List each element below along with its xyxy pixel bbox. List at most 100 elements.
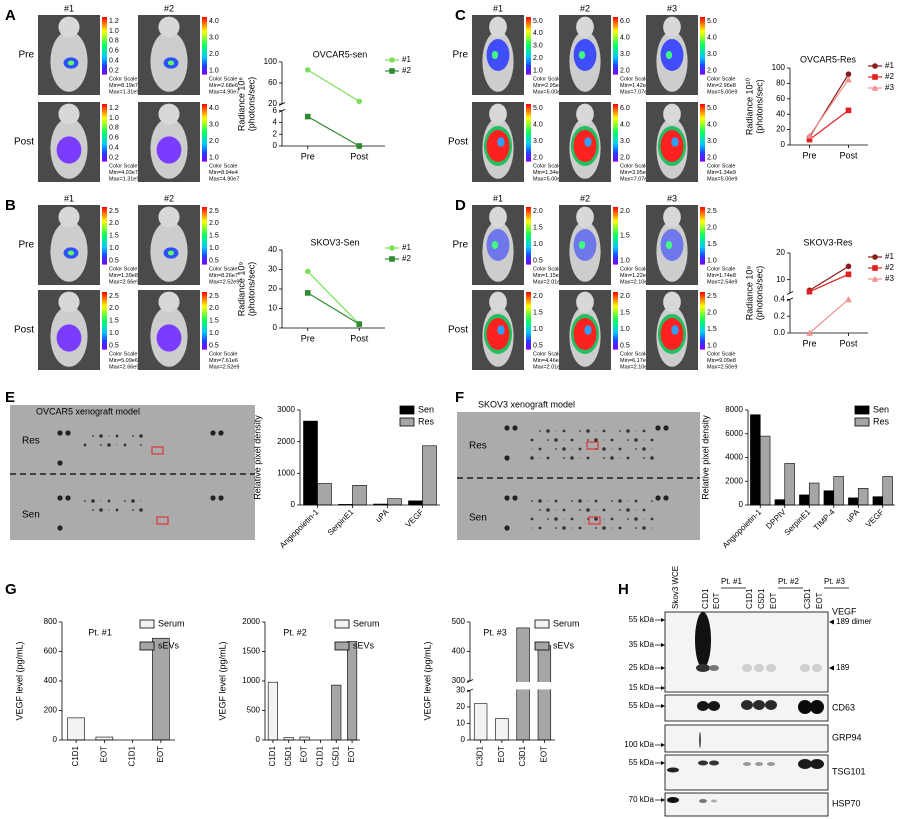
color-bar-tick: 3.0: [620, 138, 630, 145]
data-point: [806, 288, 813, 295]
band: [699, 799, 707, 803]
protein-label: VEGF: [832, 606, 857, 616]
x-tick-label: DPPIV: [764, 507, 788, 531]
color-scale-text: Min=1.34e9: [533, 170, 562, 176]
chart-title: Pt. #3: [483, 627, 507, 637]
color-scale-text: Max=1.31e9: [109, 89, 139, 95]
band: [743, 762, 751, 766]
signal: [486, 130, 510, 162]
protein-label: CD63: [832, 702, 855, 712]
band: [709, 665, 719, 671]
color-bar-tick: 2.5: [109, 208, 119, 215]
y-tick-label: 20: [776, 125, 785, 134]
color-bar: [202, 207, 207, 265]
column-label: #1: [493, 193, 503, 203]
y-tick-label: 1000: [242, 676, 260, 685]
y-axis-label: Radiance 10⁶: [236, 77, 246, 132]
x-tick-label: Post: [839, 338, 858, 348]
marker-label: 35 kDa: [629, 640, 655, 649]
spot: [603, 457, 605, 459]
array-image: [457, 412, 700, 540]
spot: [651, 500, 653, 502]
color-bar-tick: 2.5: [209, 208, 219, 215]
chart-title: Pt. #2: [283, 627, 307, 637]
y-tick-label: 10: [776, 275, 785, 284]
spot: [210, 495, 216, 501]
mouse-head: [58, 16, 80, 38]
marker-label: 100 kDa: [624, 740, 654, 749]
row-label: Post: [448, 325, 468, 336]
spot: [650, 517, 654, 521]
data-point: [806, 136, 813, 143]
spot: [595, 527, 597, 529]
x-tick-label: C3D1: [518, 745, 527, 766]
axis-break: [464, 682, 555, 690]
signal: [156, 324, 182, 352]
data-point: [304, 67, 311, 73]
blot-strip: [664, 754, 829, 791]
band: [667, 797, 679, 803]
band: [767, 762, 775, 766]
y-tick-label: 30: [268, 265, 277, 274]
signal: [671, 325, 679, 335]
color-scale-text: Min=4.03e7: [109, 170, 138, 176]
band: [798, 759, 812, 769]
signal: [665, 51, 673, 59]
legend-label: Res: [418, 416, 435, 426]
y-tick-label: 1000: [277, 468, 295, 477]
highlight-box: [588, 516, 601, 525]
signal: [486, 318, 510, 350]
color-scale-text: Min=6.17e8: [620, 358, 649, 364]
color-bar: [526, 207, 531, 265]
spot: [571, 500, 573, 502]
chart-title: SKOV3-Res: [803, 237, 853, 247]
spot: [635, 527, 637, 529]
spot: [650, 438, 654, 442]
color-bar-tick: 4.0: [209, 18, 219, 25]
y-tick-label: 0: [739, 500, 744, 509]
color-bar-tick: 0.8: [109, 38, 119, 45]
spot: [132, 435, 134, 437]
band: [696, 664, 710, 672]
spot: [139, 508, 143, 512]
color-bar-tick: 1.0: [209, 67, 219, 74]
bar: [857, 488, 869, 506]
y-tick-label: 2000: [242, 617, 260, 626]
spot: [555, 430, 557, 432]
color-bar-tick: 1.5: [620, 233, 630, 240]
bar: [299, 736, 310, 741]
color-scale-text: Max=5.00e9: [707, 176, 737, 182]
legend-label: Serum: [553, 618, 580, 628]
y-tick-label: 0.2: [774, 311, 786, 320]
spot: [531, 448, 533, 450]
spot: [610, 456, 614, 460]
y-axis-label: Radiance 10¹⁰: [744, 78, 754, 136]
panel-letter: A: [5, 7, 16, 24]
array-image: [10, 405, 255, 540]
spot: [651, 448, 653, 450]
spot: [611, 500, 613, 502]
color-bar-tick: 2.0: [109, 305, 119, 312]
color-scale-text: Color Scale: [707, 76, 735, 82]
color-scale-text: Max=7.07e9: [620, 176, 650, 182]
color-bar-tick: 1.0: [109, 245, 119, 252]
y-axis-label: (photons/sec): [754, 79, 764, 134]
spot: [618, 526, 622, 530]
color-bar-tick: 1.0: [533, 241, 543, 248]
marker-label: 55 kDa: [629, 758, 655, 767]
x-tick-label: EOT: [539, 746, 548, 763]
color-scale-text: Max=2.10e9: [620, 279, 650, 285]
band: [812, 664, 822, 672]
legend-label: Res: [873, 416, 890, 426]
marker-arrowhead: [661, 686, 665, 690]
color-bar-tick: 1.5: [620, 309, 630, 316]
mouse-head: [663, 291, 681, 313]
mouse-head: [58, 103, 80, 125]
spot: [643, 439, 645, 441]
spot: [562, 508, 566, 512]
band: [709, 760, 719, 766]
spot: [579, 430, 581, 432]
color-bar-tick: 0.5: [620, 342, 630, 349]
row-label: Post: [14, 325, 34, 336]
color-scale-text: Min=8.94e4: [209, 170, 238, 176]
